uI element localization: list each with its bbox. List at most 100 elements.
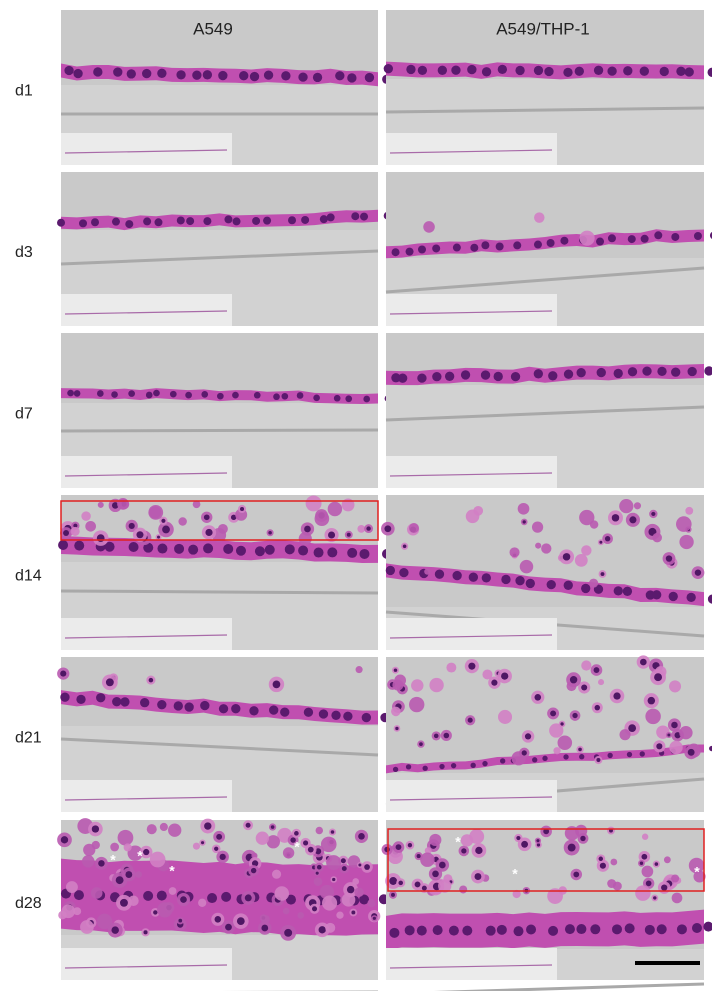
nucleus [533, 240, 542, 249]
nucleus [399, 567, 409, 578]
nucleus [613, 368, 623, 379]
asterisk-marker: * [294, 839, 300, 855]
nucleus [254, 546, 265, 557]
nucleus [73, 68, 83, 79]
nucleus [142, 68, 152, 79]
nucleus [111, 926, 119, 934]
nucleus [280, 707, 290, 717]
nucleus [656, 743, 663, 750]
nucleus [343, 711, 353, 721]
nucleus [178, 918, 183, 923]
nucleus [173, 701, 183, 711]
cell [610, 858, 618, 866]
nucleus [157, 700, 167, 710]
overview-inset [61, 780, 232, 812]
nucleus [493, 371, 503, 382]
nucleus [576, 924, 587, 935]
nucleus [434, 569, 445, 579]
nucleus [104, 541, 115, 552]
nucleus [417, 245, 426, 254]
nucleus [218, 70, 228, 81]
nucleus [218, 704, 229, 714]
nucleus [661, 884, 668, 891]
nucleus [364, 72, 375, 83]
cell [326, 855, 342, 871]
cell [541, 543, 552, 554]
nucleus [461, 848, 467, 854]
nucleus [417, 65, 428, 76]
cell-layer [386, 563, 704, 607]
nucleus [60, 692, 70, 702]
nucleus [126, 69, 136, 79]
cell [192, 842, 201, 850]
nucleus [398, 880, 404, 886]
nucleus [128, 390, 135, 397]
column-title: A549/THP-1 [496, 19, 590, 38]
nucleus [395, 844, 402, 851]
nucleus [596, 758, 601, 763]
nucleus [145, 391, 153, 399]
row-label: d1 [15, 83, 33, 100]
nucleus [385, 565, 396, 576]
cell [146, 824, 157, 835]
nucleus [96, 390, 104, 397]
nucleus [232, 217, 241, 226]
nucleus [261, 924, 269, 932]
nucleus [546, 579, 556, 590]
nucleus [525, 578, 535, 589]
cell [127, 845, 143, 861]
nucleus [214, 916, 222, 923]
nucleus [544, 66, 554, 77]
nucleus [347, 73, 357, 83]
nucleus [590, 924, 601, 935]
nucleus [687, 748, 695, 756]
nucleus [691, 922, 702, 933]
cell [315, 826, 323, 835]
nucleus [203, 217, 212, 226]
cell [117, 497, 129, 510]
nucleus [707, 67, 712, 78]
nucleus [125, 871, 133, 878]
nucleus [416, 854, 421, 859]
overview-section [64, 964, 228, 969]
nucleus [230, 514, 237, 521]
nucleus [532, 757, 538, 763]
nucleus [389, 927, 400, 938]
nucleus [574, 66, 584, 76]
nucleus [298, 72, 308, 82]
nucleus [533, 65, 544, 76]
cell [178, 517, 187, 526]
nucleus [351, 910, 356, 915]
nucleus [253, 391, 261, 399]
cell [355, 666, 363, 674]
nucleus [332, 877, 336, 882]
nucleus [613, 692, 621, 700]
nucleus [432, 244, 441, 253]
highlight-box [60, 500, 379, 541]
row-label: d21 [15, 730, 42, 747]
nucleus [223, 543, 234, 554]
nucleus [654, 673, 663, 682]
nucleus [439, 763, 445, 770]
nucleus [392, 766, 399, 773]
nucleus [593, 584, 604, 594]
cell [321, 895, 338, 911]
nucleus [432, 870, 439, 878]
cell [693, 870, 706, 883]
nucleus [443, 732, 450, 739]
nucleus [351, 212, 360, 221]
nucleus [298, 545, 309, 556]
cell [90, 887, 103, 899]
cell [669, 680, 682, 693]
nucleus [245, 822, 251, 828]
nucleus [694, 569, 702, 576]
nucleus [641, 853, 648, 860]
cell [83, 843, 96, 857]
cell [574, 553, 588, 567]
asterisk-marker: * [512, 866, 518, 882]
nucleus [251, 860, 259, 867]
nucleus [671, 721, 678, 729]
nucleus [536, 843, 541, 847]
nucleus [307, 846, 314, 853]
nucleus [516, 835, 521, 841]
